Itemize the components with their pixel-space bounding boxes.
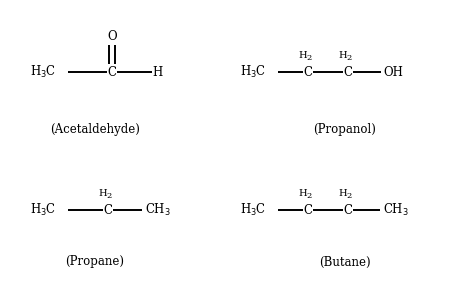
Text: H$_3$C: H$_3$C bbox=[30, 202, 56, 218]
Text: H: H bbox=[152, 65, 162, 79]
Text: O: O bbox=[107, 31, 117, 43]
Text: C: C bbox=[104, 203, 113, 217]
Text: H: H bbox=[299, 51, 307, 59]
Text: C: C bbox=[108, 65, 116, 79]
Text: 2: 2 bbox=[106, 192, 112, 200]
Text: (Butane): (Butane) bbox=[319, 255, 371, 269]
Text: (Propanol): (Propanol) bbox=[314, 123, 376, 136]
Text: (Acetaldehyde): (Acetaldehyde) bbox=[50, 123, 140, 136]
Text: C: C bbox=[344, 65, 353, 79]
Text: 2: 2 bbox=[306, 54, 311, 62]
Text: H: H bbox=[338, 189, 347, 198]
Text: C: C bbox=[344, 203, 353, 217]
Text: CH$_3$: CH$_3$ bbox=[145, 202, 171, 218]
Text: H$_3$C: H$_3$C bbox=[240, 64, 266, 80]
Text: H$_3$C: H$_3$C bbox=[30, 64, 56, 80]
Text: CH$_3$: CH$_3$ bbox=[383, 202, 409, 218]
Text: OH: OH bbox=[383, 65, 403, 79]
Text: 2: 2 bbox=[346, 192, 352, 200]
Text: H$_3$C: H$_3$C bbox=[240, 202, 266, 218]
Text: H: H bbox=[98, 189, 107, 198]
Text: (Propane): (Propane) bbox=[65, 255, 125, 269]
Text: C: C bbox=[304, 203, 312, 217]
Text: 2: 2 bbox=[306, 192, 311, 200]
Text: 2: 2 bbox=[346, 54, 352, 62]
Text: H: H bbox=[299, 189, 307, 198]
Text: H: H bbox=[338, 51, 347, 59]
Text: C: C bbox=[304, 65, 312, 79]
